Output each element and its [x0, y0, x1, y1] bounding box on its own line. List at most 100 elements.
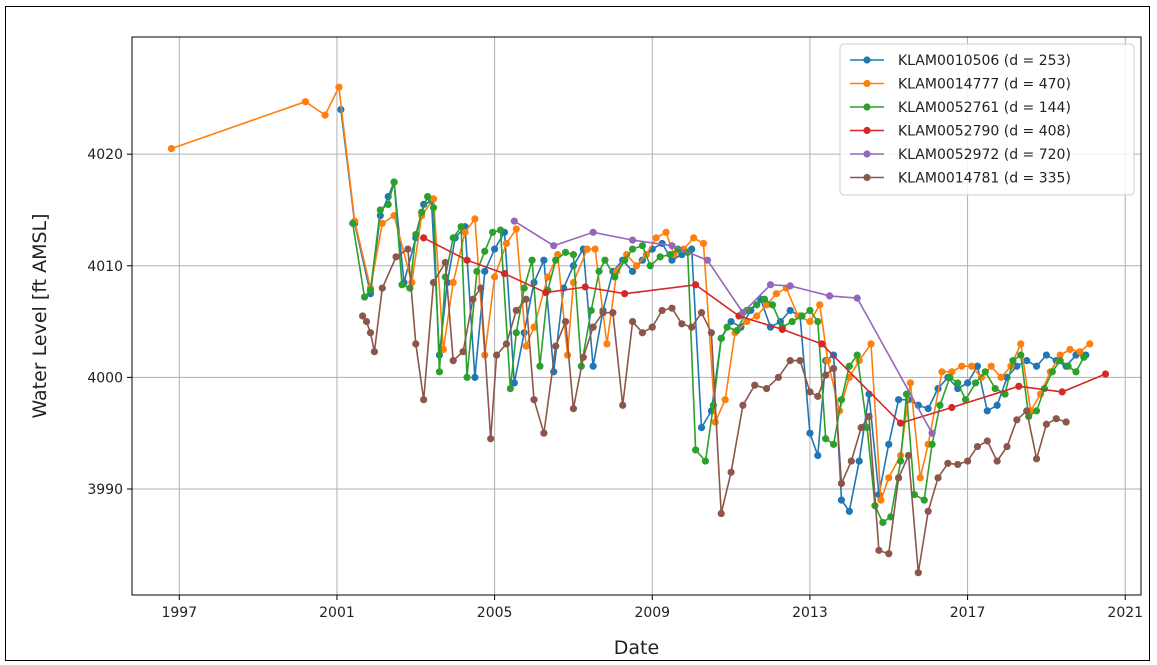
- data-point: [563, 351, 572, 359]
- data-point: [993, 457, 1001, 465]
- data-point: [806, 388, 814, 396]
- data-point: [652, 234, 660, 242]
- data-point: [692, 446, 700, 454]
- data-point: [477, 284, 485, 292]
- data-point: [349, 219, 357, 227]
- data-point: [1032, 455, 1041, 463]
- data-point: [692, 281, 700, 289]
- legend-label: KLAM0010506 (d = 253): [898, 53, 1071, 69]
- data-point: [963, 379, 972, 387]
- data-point: [412, 230, 420, 239]
- x-tick-label: 2001: [319, 605, 355, 621]
- data-point: [398, 281, 406, 289]
- data-point: [581, 283, 589, 291]
- data-point: [1048, 368, 1056, 376]
- data-point: [530, 396, 538, 404]
- data-point: [390, 178, 398, 186]
- series-line: [513, 220, 933, 434]
- legend-swatch-marker: [863, 56, 871, 64]
- data-point: [569, 251, 578, 259]
- data-point: [916, 474, 924, 482]
- data-point: [1076, 348, 1084, 356]
- data-point: [469, 295, 477, 303]
- data-point: [701, 457, 710, 465]
- legend-item: KLAM0052790 (d = 408): [850, 124, 1071, 140]
- data-point: [491, 245, 499, 253]
- data-point: [1023, 357, 1031, 365]
- x-tick-label: 2013: [792, 605, 828, 621]
- data-point: [449, 234, 457, 242]
- data-point: [796, 357, 804, 365]
- data-point: [662, 228, 670, 236]
- data-point: [717, 334, 725, 342]
- data-point: [814, 392, 822, 400]
- data-point: [370, 348, 378, 356]
- data-point: [528, 256, 536, 264]
- data-point: [481, 247, 489, 255]
- data-point: [914, 569, 922, 577]
- data-point: [603, 340, 611, 348]
- data-point: [611, 273, 619, 281]
- legend-label: KLAM0014781 (d = 335): [898, 171, 1071, 187]
- data-point: [981, 368, 989, 376]
- data-point: [855, 457, 863, 465]
- data-point: [1042, 351, 1051, 359]
- data-point: [772, 290, 781, 298]
- data-point: [412, 340, 420, 348]
- data-point: [707, 329, 715, 337]
- data-point: [973, 362, 982, 370]
- data-point: [753, 301, 761, 309]
- data-point: [806, 306, 814, 315]
- data-point: [885, 550, 893, 558]
- data-point: [751, 381, 759, 389]
- data-point: [384, 200, 392, 208]
- data-point: [699, 239, 708, 248]
- data-point: [595, 267, 603, 275]
- data-point: [589, 228, 597, 236]
- data-point: [1052, 415, 1060, 423]
- data-point: [429, 278, 438, 287]
- series-6: [358, 245, 1070, 577]
- data-point: [895, 396, 903, 404]
- data-point: [690, 234, 698, 242]
- data-point: [589, 362, 597, 370]
- data-point: [496, 226, 505, 234]
- data-point: [786, 357, 794, 365]
- data-point: [826, 292, 834, 300]
- data-point: [536, 362, 544, 370]
- data-point: [885, 474, 893, 482]
- data-point: [424, 192, 432, 201]
- data-point: [530, 323, 538, 331]
- data-point: [762, 301, 771, 309]
- data-point: [896, 419, 905, 427]
- data-point: [628, 267, 637, 275]
- data-point: [628, 236, 637, 244]
- data-point: [429, 195, 438, 203]
- data-point: [449, 278, 457, 287]
- data-point: [788, 317, 796, 326]
- data-point: [579, 353, 587, 361]
- x-tick-label: 2017: [950, 605, 986, 621]
- data-point: [867, 340, 875, 348]
- data-point: [510, 217, 518, 225]
- data-point: [934, 474, 942, 482]
- data-point: [983, 437, 991, 445]
- x-tick-label: 1997: [161, 605, 197, 621]
- data-point: [733, 326, 741, 335]
- data-point: [552, 342, 560, 350]
- data-point: [924, 507, 932, 515]
- data-point: [963, 457, 972, 465]
- data-point: [906, 379, 915, 387]
- data-point: [638, 242, 647, 250]
- data-point: [632, 262, 641, 270]
- data-point: [628, 245, 637, 253]
- data-point: [441, 258, 449, 267]
- data-point: [853, 351, 861, 359]
- data-point: [1072, 368, 1080, 376]
- data-point: [550, 242, 558, 250]
- legend-label: KLAM0052790 (d = 408): [898, 124, 1071, 140]
- x-tick-label: 2021: [1107, 605, 1143, 621]
- legend-swatch-marker: [863, 103, 871, 111]
- data-point: [973, 442, 982, 451]
